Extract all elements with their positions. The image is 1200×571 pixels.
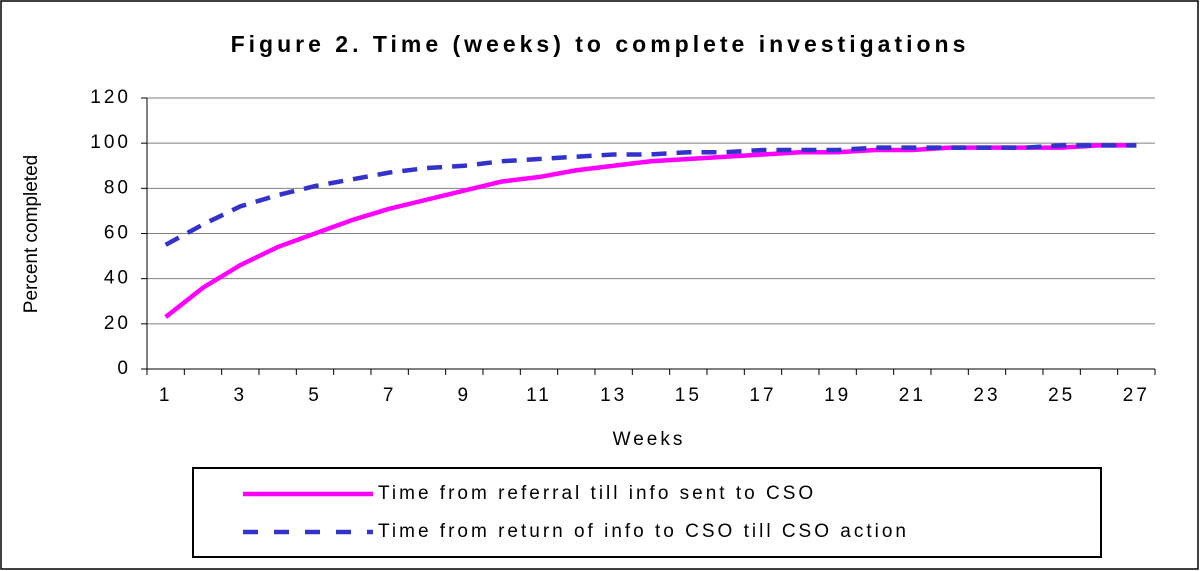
y-axis-label: Percent completed: [21, 155, 42, 313]
x-axis-label: Weeks: [613, 429, 686, 450]
y-tick-label: 20: [104, 313, 131, 334]
legend-box: [192, 467, 1102, 558]
y-tick-label: 80: [104, 177, 131, 198]
legend-label: Time from referral till info sent to CSO: [378, 483, 816, 504]
y-tick-label: 40: [104, 268, 131, 289]
x-tick-label: 19: [824, 385, 851, 406]
x-tick-label: 21: [899, 385, 926, 406]
x-tick-label: 1: [159, 385, 173, 406]
y-tick-label: 60: [104, 223, 131, 244]
x-tick-label: 25: [1048, 385, 1075, 406]
y-tick-label: 100: [90, 132, 131, 153]
y-tick-label: 0: [117, 358, 131, 379]
y-tick-label: 120: [90, 87, 131, 108]
x-tick-label: 3: [234, 385, 248, 406]
x-tick-label: 13: [600, 385, 627, 406]
x-tick-label: 7: [383, 385, 397, 406]
x-tick-label: 9: [458, 385, 472, 406]
x-tick-label: 23: [973, 385, 1000, 406]
series-line: [164, 143, 1137, 319]
legend-label: Time from return of info to CSO till CSO…: [378, 521, 909, 542]
x-tick-label: 15: [675, 385, 702, 406]
x-tick-label: 5: [308, 385, 322, 406]
x-tick-label: 17: [749, 385, 776, 406]
chart-title: Figure 2. Time (weeks) to complete inves…: [231, 31, 970, 57]
x-tick-label: 11: [526, 385, 552, 406]
x-tick-label: 27: [1123, 385, 1150, 406]
